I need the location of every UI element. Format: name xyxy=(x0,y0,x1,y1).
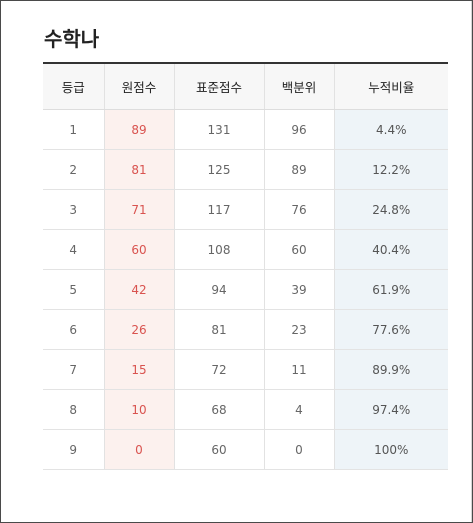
table-row: 2 81 125 89 12.2% xyxy=(43,149,448,190)
cell-standard-score: 60 xyxy=(173,429,264,470)
cell-grade: 6 xyxy=(43,309,104,350)
cell-standard-score: 125 xyxy=(173,149,264,190)
cell-grade: 1 xyxy=(43,109,104,150)
cell-cumulative-ratio: 61.9% xyxy=(333,269,448,310)
header-grade: 등급 xyxy=(43,62,104,110)
cell-raw-score: 81 xyxy=(103,149,174,190)
table-row: 9 0 60 0 100% xyxy=(43,429,448,470)
cell-grade: 2 xyxy=(43,149,104,190)
cell-standard-score: 72 xyxy=(173,349,264,390)
table-row: 8 10 68 4 97.4% xyxy=(43,389,448,430)
cell-cumulative-ratio: 12.2% xyxy=(333,149,448,190)
cell-standard-score: 68 xyxy=(173,389,264,430)
cell-cumulative-ratio: 4.4% xyxy=(333,109,448,150)
table-row: 6 26 81 23 77.6% xyxy=(43,309,448,350)
cell-raw-score: 0 xyxy=(103,429,174,470)
cell-cumulative-ratio: 40.4% xyxy=(333,229,448,270)
cell-grade: 5 xyxy=(43,269,104,310)
cell-cumulative-ratio: 24.8% xyxy=(333,189,448,230)
cell-cumulative-ratio: 97.4% xyxy=(333,389,448,430)
header-cumulative-ratio: 누적비율 xyxy=(333,62,448,110)
cell-raw-score: 71 xyxy=(103,189,174,230)
cell-raw-score: 10 xyxy=(103,389,174,430)
cell-cumulative-ratio: 77.6% xyxy=(333,309,448,350)
cell-percentile: 4 xyxy=(263,389,334,430)
cell-percentile: 96 xyxy=(263,109,334,150)
cell-raw-score: 89 xyxy=(103,109,174,150)
grade-cutoff-table: 등급 원점수 표준점수 백분위 누적비율 1 89 131 96 4.4% 2 … xyxy=(43,62,448,470)
table-row: 4 60 108 60 40.4% xyxy=(43,229,448,270)
table-row: 3 71 117 76 24.8% xyxy=(43,189,448,230)
table-row: 7 15 72 11 89.9% xyxy=(43,349,448,390)
cell-percentile: 39 xyxy=(263,269,334,310)
cell-percentile: 11 xyxy=(263,349,334,390)
cell-raw-score: 26 xyxy=(103,309,174,350)
cell-grade: 3 xyxy=(43,189,104,230)
cell-percentile: 60 xyxy=(263,229,334,270)
table-row: 5 42 94 39 61.9% xyxy=(43,269,448,310)
cell-raw-score: 42 xyxy=(103,269,174,310)
header-raw-score: 원점수 xyxy=(103,62,174,110)
cell-raw-score: 15 xyxy=(103,349,174,390)
cell-grade: 9 xyxy=(43,429,104,470)
header-standard-score: 표준점수 xyxy=(173,62,264,110)
cell-percentile: 23 xyxy=(263,309,334,350)
cell-grade: 8 xyxy=(43,389,104,430)
page-title: 수학나 xyxy=(44,27,100,51)
cell-cumulative-ratio: 100% xyxy=(333,429,448,470)
cell-grade: 7 xyxy=(43,349,104,390)
cell-standard-score: 108 xyxy=(173,229,264,270)
cell-standard-score: 94 xyxy=(173,269,264,310)
cell-standard-score: 131 xyxy=(173,109,264,150)
cell-standard-score: 81 xyxy=(173,309,264,350)
cell-percentile: 89 xyxy=(263,149,334,190)
cell-raw-score: 60 xyxy=(103,229,174,270)
table-row: 1 89 131 96 4.4% xyxy=(43,109,448,150)
cell-percentile: 76 xyxy=(263,189,334,230)
cell-grade: 4 xyxy=(43,229,104,270)
cell-standard-score: 117 xyxy=(173,189,264,230)
cell-percentile: 0 xyxy=(263,429,334,470)
header-percentile: 백분위 xyxy=(263,62,334,110)
cell-cumulative-ratio: 89.9% xyxy=(333,349,448,390)
table-header-row: 등급 원점수 표준점수 백분위 누적비율 xyxy=(43,62,448,110)
